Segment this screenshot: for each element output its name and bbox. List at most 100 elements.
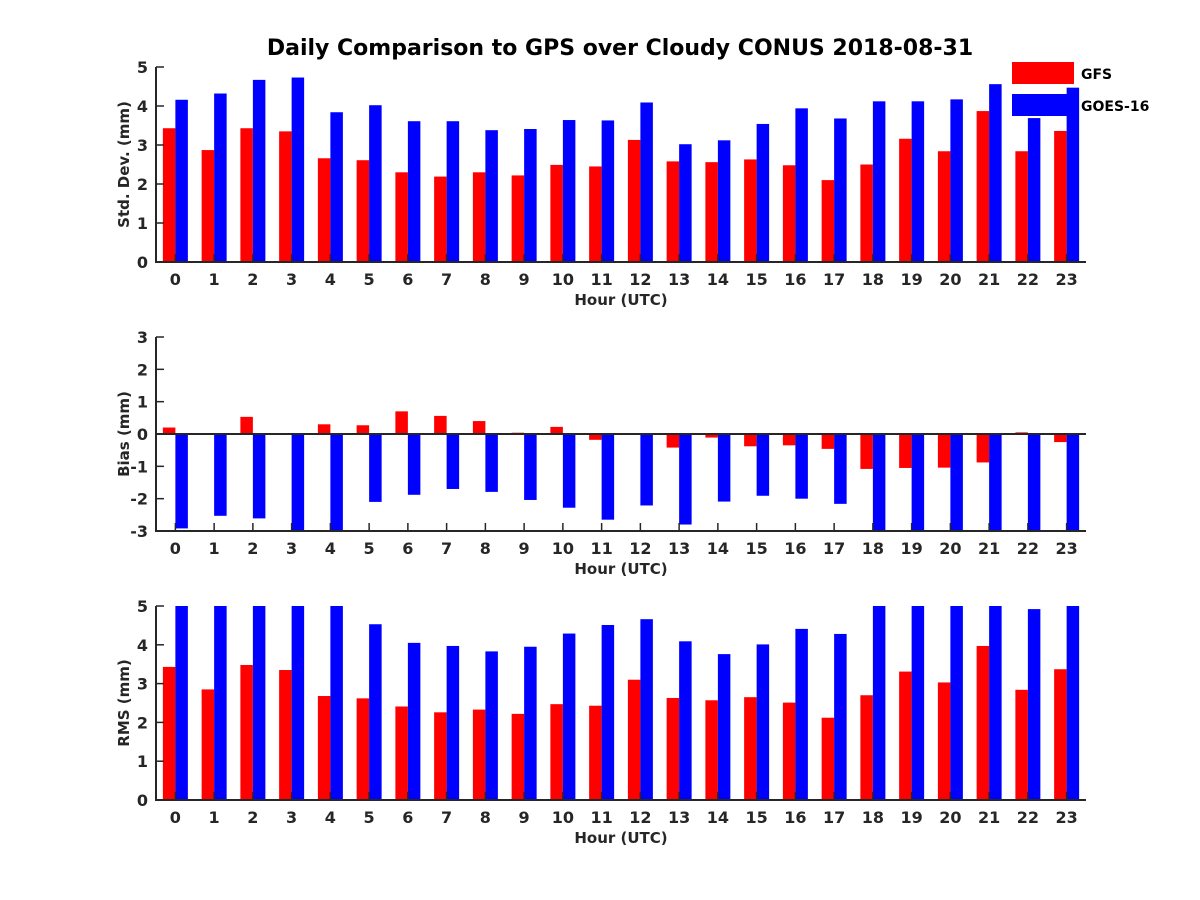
x-tick-label: 0 (170, 539, 181, 558)
bar-goes-16-hour-8 (485, 434, 498, 492)
x-tick-label: 21 (978, 270, 1000, 289)
bar-gfs-hour-6 (395, 706, 408, 800)
bar-gfs-hour-8 (472, 172, 486, 262)
bar-goes-16-hour-12 (640, 102, 653, 263)
bar-gfs-hour-15 (744, 434, 757, 447)
x-tick-label: 10 (552, 539, 574, 558)
x-tick-label: 11 (590, 539, 612, 558)
bar-gfs-hour-4 (317, 424, 331, 434)
bar-goes-16-hour-2 (252, 79, 266, 263)
bar-goes-16-hour-22 (1027, 609, 1041, 800)
bar-goes-16-hour-22 (1027, 118, 1041, 262)
x-tick-label: 22 (1017, 270, 1039, 289)
bar-goes-16-hour-14 (717, 140, 731, 262)
x-tick-label: 16 (784, 808, 806, 827)
x-tick-label: 5 (364, 539, 375, 558)
bar-goes-16-hour-16 (795, 108, 808, 262)
bar-goes-16-hour-7 (446, 434, 460, 489)
y-tick-label: 3 (137, 675, 148, 694)
bar-gfs-hour-0 (162, 666, 176, 800)
bar-goes-16-hour-18 (872, 434, 886, 531)
bar-gfs-hour-12 (627, 139, 641, 262)
y-tick-label: 2 (137, 360, 148, 379)
x-tick-label: 16 (784, 539, 806, 558)
bar-gfs-hour-23 (1054, 130, 1067, 262)
y-axis-label: RMS (mm) (115, 659, 133, 746)
bar-goes-16-hour-2 (252, 434, 266, 519)
bar-goes-16-hour-18 (872, 606, 886, 800)
bar-gfs-hour-8 (472, 709, 486, 800)
bar-gfs-hour-2 (240, 128, 253, 262)
bar-goes-16-hour-9 (524, 646, 537, 800)
y-tick-label: -1 (130, 457, 148, 476)
x-tick-label: 7 (441, 539, 452, 558)
bar-goes-16-hour-11 (601, 434, 615, 520)
y-tick-label: 5 (137, 58, 148, 77)
bar-goes-16-hour-15 (756, 123, 770, 262)
bar-gfs-hour-6 (395, 411, 408, 434)
bar-gfs-hour-16 (782, 434, 796, 446)
x-tick-label: 14 (707, 539, 729, 558)
legend: GFS GOES-16 (1012, 62, 1149, 116)
bar-goes-16-hour-7 (446, 645, 460, 800)
x-tick-label: 19 (900, 270, 922, 289)
bar-gfs-hour-2 (240, 664, 253, 800)
bar-goes-16-hour-5 (369, 624, 382, 800)
y-tick-label: 0 (137, 253, 148, 272)
bar-gfs-hour-13 (666, 697, 680, 800)
bar-goes-16-hour-10 (562, 434, 576, 508)
bar-goes-16-hour-8 (485, 651, 498, 800)
x-tick-label: 4 (325, 808, 336, 827)
bar-goes-16-hour-13 (679, 641, 692, 800)
x-tick-label: 17 (823, 808, 845, 827)
y-tick-label: 1 (137, 393, 148, 412)
bar-gfs-hour-7 (434, 415, 447, 434)
x-tick-label: 8 (480, 808, 491, 827)
x-tick-label: 3 (286, 539, 297, 558)
x-tick-label: 9 (519, 270, 530, 289)
bar-gfs-hour-9 (511, 713, 525, 800)
bar-goes-16-hour-21 (989, 606, 1002, 800)
legend-label-goes16: GOES-16 (1081, 99, 1149, 115)
bar-gfs-hour-11 (589, 166, 602, 262)
x-tick-label: 8 (480, 270, 491, 289)
x-tick-label: 12 (629, 808, 651, 827)
x-tick-label: 13 (668, 808, 690, 827)
bar-gfs-hour-15 (744, 697, 757, 800)
x-tick-label: 5 (364, 808, 375, 827)
x-tick-label: 2 (247, 539, 258, 558)
x-tick-label: 2 (247, 808, 258, 827)
y-axis-label: Std. Dev. (mm) (115, 101, 133, 228)
bar-goes-16-hour-20 (950, 99, 963, 263)
x-tick-label: 14 (707, 270, 729, 289)
bar-gfs-hour-23 (1054, 669, 1067, 800)
bar-goes-16-hour-23 (1066, 606, 1080, 800)
bar-gfs-hour-15 (744, 159, 757, 262)
bar-gfs-hour-9 (511, 175, 525, 262)
bar-goes-16-hour-8 (485, 130, 498, 262)
x-tick-label: 20 (939, 808, 961, 827)
x-tick-label: 10 (552, 270, 574, 289)
bar-gfs-hour-19 (899, 138, 912, 262)
bar-goes-16-hour-10 (562, 633, 576, 800)
bar-goes-16-hour-16 (795, 628, 808, 800)
bar-goes-16-hour-15 (756, 644, 770, 800)
bar-goes-16-hour-18 (872, 101, 886, 262)
bar-goes-16-hour-11 (601, 625, 615, 800)
x-tick-label: 11 (590, 270, 612, 289)
y-tick-label: 4 (137, 636, 148, 655)
x-tick-label: 15 (745, 270, 767, 289)
legend-swatch-goes16 (1012, 94, 1074, 116)
x-tick-label: 8 (480, 539, 491, 558)
bar-goes-16-hour-15 (756, 434, 770, 496)
x-tick-label: 20 (939, 539, 961, 558)
bar-gfs-hour-14 (705, 434, 718, 438)
bar-goes-16-hour-6 (407, 642, 421, 800)
x-tick-label: 10 (552, 808, 574, 827)
bar-goes-16-hour-4 (330, 434, 343, 531)
y-tick-label: 0 (137, 791, 148, 810)
x-tick-label: 9 (519, 808, 530, 827)
x-axis-label: Hour (UTC) (574, 291, 667, 309)
bar-gfs-hour-18 (860, 434, 873, 469)
